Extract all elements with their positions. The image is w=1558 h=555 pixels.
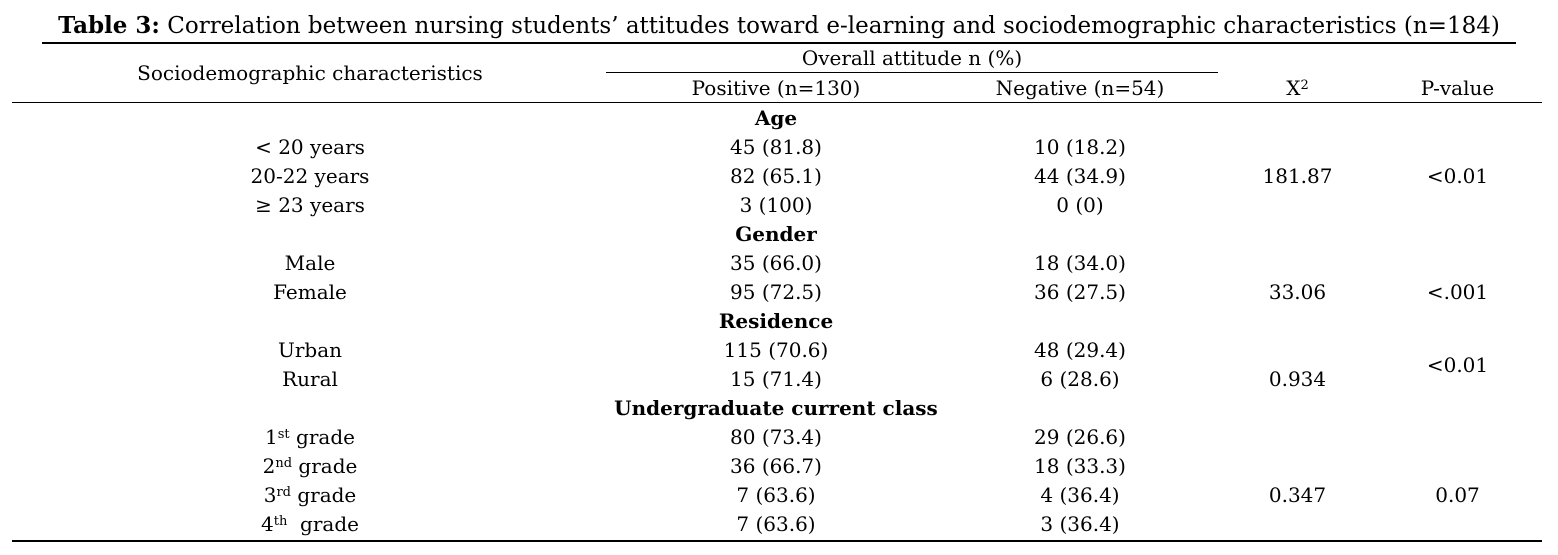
class-row-3-positive: 7 (63.6) [736, 483, 816, 507]
residence-row-1-negative: 48 (29.4) [1034, 338, 1126, 362]
age-chi-square: 181.87 [1262, 164, 1333, 188]
class-row-1-ordinal: st [277, 427, 290, 442]
residence-row-1-label: Urban [277, 338, 343, 362]
gender-chi-square: 33.06 [1268, 280, 1327, 304]
class-p-value: 0.07 [1435, 483, 1480, 507]
class-row-2-negative: 18 (33.3) [1034, 454, 1126, 478]
table-caption-text: Correlation between nursing students’ at… [159, 13, 1500, 39]
class-row-2-label: 2nd grade [150, 452, 470, 481]
gender-row-2-positive: 95 (72.5) [730, 280, 822, 304]
class-row-3-suffix: grade [290, 483, 357, 507]
age-row-3-negative: 0 (0) [1056, 193, 1104, 217]
age-row-1-positive: 45 (81.8) [730, 135, 822, 159]
age-p-value: <0.01 [1426, 164, 1489, 188]
age-row-2-positive: 82 (65.1) [730, 164, 822, 188]
class-row-2-number: 2 [262, 454, 276, 478]
age-row-1-label: < 20 years [255, 135, 365, 159]
header-chi-square: X2 [1220, 74, 1375, 103]
class-row-4-label: 4th grade [150, 510, 470, 539]
residence-row-2-positive: 15 (71.4) [730, 367, 822, 391]
class-row-3-label: 3rd grade [150, 481, 470, 510]
header-bottom-rule [12, 102, 1542, 103]
gender-row-2-negative: 36 (27.5) [1034, 280, 1126, 304]
section-title-class: Undergraduate current class [614, 396, 938, 420]
residence-row-2-label: Rural [282, 367, 338, 391]
header-overall-underline [606, 72, 1218, 73]
gender-row-1-label: Male [284, 251, 336, 275]
class-row-3-number: 3 [263, 483, 277, 507]
residence-chi-square: 0.934 [1268, 367, 1327, 391]
class-row-4-negative: 3 (36.4) [1040, 512, 1120, 536]
header-chi-square-sup: 2 [1300, 78, 1309, 93]
class-row-4-positive: 7 (63.6) [736, 512, 816, 536]
class-row-2-ordinal: nd [275, 456, 293, 471]
residence-row-1-positive: 115 (70.6) [723, 338, 829, 362]
class-chi-square: 0.347 [1268, 483, 1327, 507]
table-caption-label: Table 3: [58, 12, 160, 39]
section-title-residence: Residence [718, 309, 834, 333]
header-overall-attitude: Overall attitude n (%) [801, 46, 1023, 70]
class-row-3-ordinal: rd [276, 485, 291, 500]
header-positive: Positive (n=130) [691, 76, 861, 100]
gender-row-1-positive: 35 (66.0) [730, 251, 822, 275]
residence-row-2-negative: 6 (28.6) [1040, 367, 1120, 391]
class-row-3-negative: 4 (36.4) [1040, 483, 1120, 507]
class-row-1-suffix: grade [289, 425, 355, 449]
class-row-1-label: 1st grade [150, 423, 470, 452]
class-row-4-ordinal: th [273, 514, 288, 529]
table-bottom-rule [12, 540, 1542, 542]
age-row-3-positive: 3 (100) [739, 193, 813, 217]
section-title-gender: Gender [735, 222, 817, 246]
gender-row-2-label: Female [273, 280, 347, 304]
header-chi-square-base: X [1286, 76, 1301, 100]
class-row-4-number: 4 [261, 512, 274, 536]
gender-row-1-negative: 18 (34.0) [1034, 251, 1126, 275]
class-row-1-positive: 80 (73.4) [730, 425, 822, 449]
class-row-2-positive: 36 (66.7) [730, 454, 822, 478]
age-row-3-label: ≥ 23 years [255, 193, 365, 217]
residence-p-value: <0.01 [1426, 353, 1489, 377]
class-row-4-suffix: grade [287, 512, 359, 536]
class-row-1-negative: 29 (26.6) [1034, 425, 1126, 449]
section-title-age: Age [754, 106, 798, 130]
table-top-rule [42, 42, 1516, 44]
header-p-value: P-value [1420, 76, 1495, 100]
age-row-2-negative: 44 (34.9) [1034, 164, 1126, 188]
header-negative: Negative (n=54) [995, 76, 1165, 100]
header-characteristics: Sociodemographic characteristics [137, 61, 483, 85]
age-row-2-label: 20-22 years [250, 164, 370, 188]
table-caption: Table 3: Correlation between nursing stu… [0, 10, 1558, 42]
class-row-2-suffix: grade [292, 454, 358, 478]
class-row-1-number: 1 [265, 425, 278, 449]
gender-p-value: <.001 [1426, 280, 1489, 304]
age-row-1-negative: 10 (18.2) [1034, 135, 1126, 159]
